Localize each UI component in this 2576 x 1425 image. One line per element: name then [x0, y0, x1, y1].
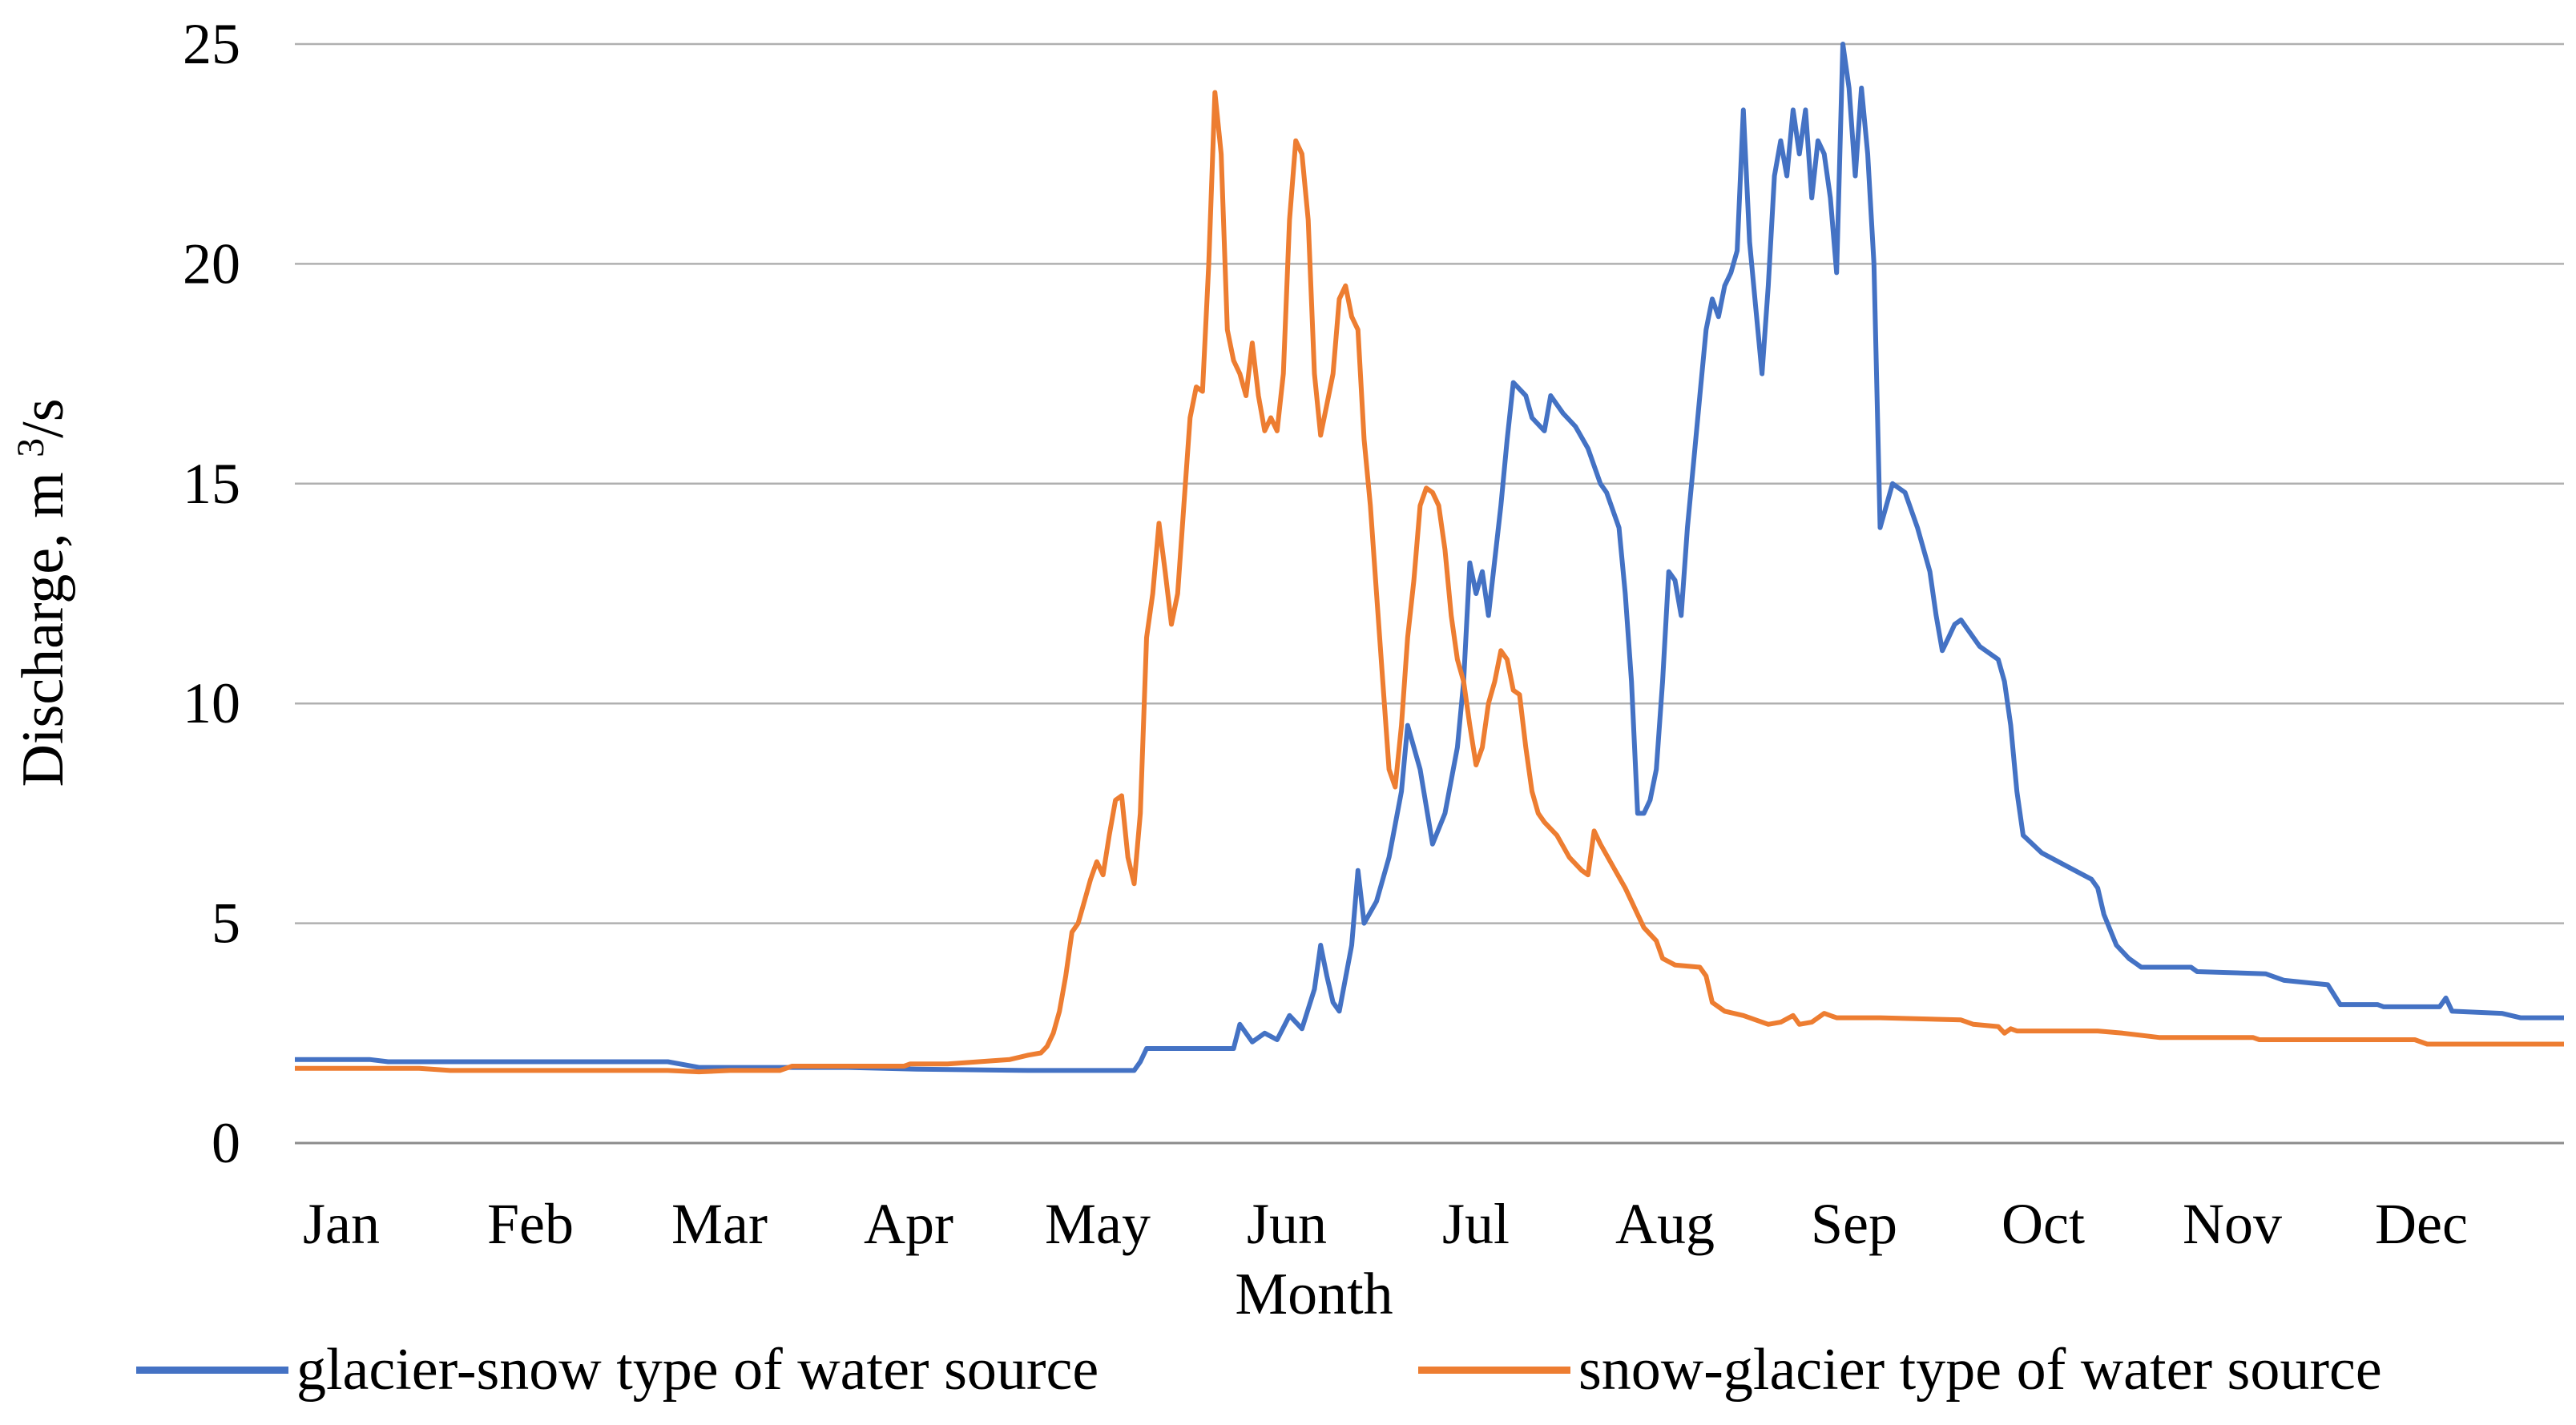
x-tick-label-feb: Feb [487, 1192, 574, 1256]
x-tick-label-dec: Dec [2375, 1192, 2468, 1256]
y-axis-title-sup: 3 [10, 438, 52, 457]
y-tick-label: 15 [183, 452, 240, 516]
x-tick-label-may: May [1045, 1192, 1151, 1256]
y-tick-label: 10 [183, 671, 240, 735]
y-tick-label: 25 [183, 12, 240, 76]
y-axis-title-tail: /s [10, 398, 76, 437]
legend-label-glacier-snow: glacier-snow type of water source [296, 1336, 1099, 1403]
legend-label-snow-glacier: snow-glacier type of water source [1578, 1336, 2382, 1403]
legend-swatch-glacier-snow [136, 1366, 288, 1374]
y-tick-label: 20 [183, 231, 240, 296]
series-line-glacier-snow [295, 42, 2564, 1073]
x-tick-labels: Jan Feb Mar Apr May Jun Jul Aug Sep Oct Nov Dec [303, 1192, 2468, 1256]
x-tick-label-mar: Mar [671, 1192, 768, 1256]
x-tick-label-nov: Nov [2183, 1192, 2282, 1256]
x-axis-title: Month [1235, 1262, 1393, 1327]
discharge-chart: 0 5 10 15 20 25 Jan Feb Mar Apr May Jun Jul Aug Sep Oc… [10, 12, 2564, 1327]
x-tick-label-oct: Oct [2002, 1192, 2085, 1256]
x-tick-label-jul: Jul [1442, 1192, 1510, 1256]
legend-item-snow-glacier: snow-glacier type of water source [1418, 1330, 2382, 1410]
x-tick-label-aug: Aug [1615, 1192, 1715, 1256]
y-axis-title-main: Discharge, m [10, 457, 76, 787]
x-tick-label-sep: Sep [1811, 1192, 1897, 1256]
y-tick-label: 0 [212, 1111, 240, 1175]
legend: glacier-snow type of water source snow-g… [136, 1330, 2540, 1418]
y-tick-label: 5 [212, 892, 240, 956]
x-tick-label-jun: Jun [1247, 1192, 1327, 1256]
legend-item-glacier-snow: glacier-snow type of water source [136, 1330, 1099, 1410]
y-tick-labels: 0 5 10 15 20 25 [183, 12, 240, 1175]
y-axis-title: Discharge, m 3/s [10, 398, 76, 787]
gridlines [295, 42, 2564, 1145]
series-line-snow-glacier [295, 90, 2564, 1075]
x-tick-label-apr: Apr [864, 1192, 953, 1256]
series-lines [295, 42, 2564, 1075]
x-tick-label-jan: Jan [303, 1192, 380, 1256]
legend-swatch-snow-glacier [1418, 1366, 1570, 1374]
